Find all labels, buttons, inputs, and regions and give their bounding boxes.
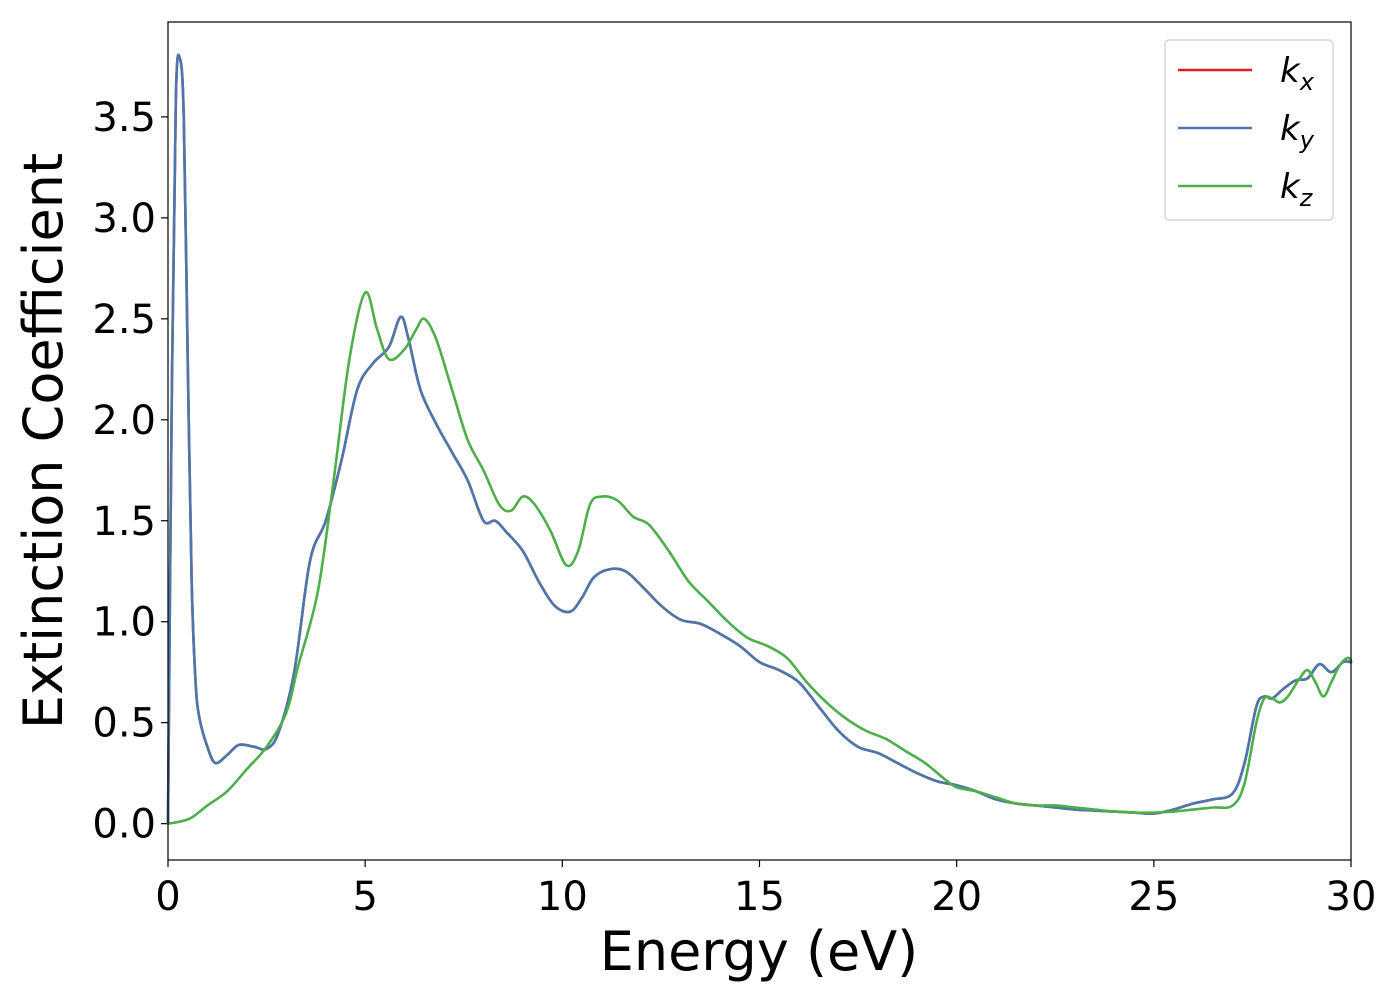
y-tick-label: 3.0 (92, 196, 156, 242)
x-tick-label: 20 (931, 874, 982, 920)
series-line-z (166, 290, 1353, 825)
legend-box (1164, 39, 1334, 221)
x-tick-label: 15 (734, 874, 785, 920)
legend-label-base: k (1280, 109, 1301, 149)
x-tick-label: 30 (1326, 874, 1377, 920)
legend-label-x: kx (1280, 51, 1315, 96)
legend-label-base: k (1280, 51, 1301, 91)
y-tick-label: 0.5 (92, 701, 156, 747)
legend-label-base: k (1280, 167, 1301, 207)
y-tick-label: 1.5 (92, 499, 156, 545)
x-axis-label: Energy (eV) (600, 920, 919, 983)
series-lines (166, 53, 1353, 825)
x-tick-label: 0 (155, 874, 180, 920)
legend-label-subscript: x (1299, 68, 1315, 96)
y-tick-label: 3.5 (92, 95, 156, 141)
legend-label-y: ky (1280, 109, 1315, 154)
x-tick-label: 25 (1128, 874, 1179, 920)
x-tick-marks (167, 860, 1352, 867)
y-tick-label: 1.0 (92, 600, 156, 646)
x-tick-label: 10 (537, 874, 588, 920)
x-tick-labels: 0 5 10 15 20 25 30 (155, 874, 1376, 920)
plot-frame (167, 21, 1352, 861)
y-tick-labels: 0.0 0.5 1.0 1.5 2.0 2.5 3.0 3.5 (92, 95, 156, 848)
legend-label-subscript: z (1299, 184, 1314, 212)
y-tick-label: 2.0 (92, 398, 156, 444)
y-axis-label: Extinction Coefficient (12, 153, 75, 729)
y-tick-label: 2.5 (92, 297, 156, 343)
legend-label-subscript: y (1299, 126, 1315, 154)
y-tick-label: 0.0 (92, 802, 156, 848)
y-tick-marks (161, 116, 168, 825)
x-tick-label: 5 (352, 874, 377, 920)
legend-label-z: kz (1280, 167, 1314, 212)
